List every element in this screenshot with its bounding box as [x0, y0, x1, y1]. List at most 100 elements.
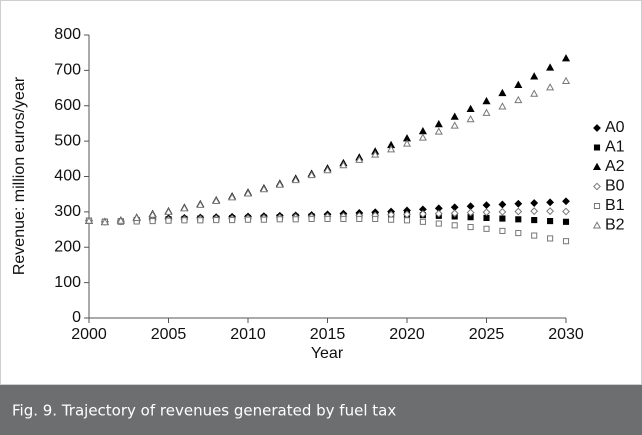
marker [308, 215, 315, 223]
marker [467, 224, 474, 231]
legend-marker [593, 144, 601, 151]
marker [482, 108, 491, 116]
legend-marker [592, 221, 602, 229]
marker [387, 145, 396, 153]
y-tick-label: 400 [54, 168, 81, 185]
marker [419, 218, 426, 225]
marker [434, 119, 443, 128]
marker [514, 207, 523, 216]
x-tick-label: 2005 [151, 326, 187, 343]
marker [229, 216, 236, 224]
marker [388, 216, 395, 223]
legend-label: A1 [605, 139, 625, 156]
marker [434, 127, 443, 135]
marker [498, 207, 507, 216]
marker [276, 216, 283, 223]
marker [546, 198, 555, 207]
chart-frame [0, 0, 642, 385]
marker [435, 220, 442, 227]
legend-label: B2 [605, 217, 625, 234]
x-tick-label: 2020 [389, 326, 425, 343]
marker [243, 189, 253, 197]
marker [515, 230, 522, 237]
marker [561, 54, 571, 62]
marker [434, 209, 443, 218]
marker [307, 170, 316, 179]
marker [418, 210, 427, 218]
marker [132, 213, 141, 221]
y-tick-label: 700 [54, 62, 81, 79]
marker [515, 216, 522, 223]
marker [84, 216, 94, 224]
marker [116, 216, 125, 224]
marker [196, 200, 205, 208]
caption: Fig. 9. Trajectory of revenues generated… [12, 402, 396, 420]
marker [498, 102, 507, 110]
marker [483, 214, 490, 221]
x-tick-label: 2030 [548, 326, 584, 343]
marker [418, 133, 427, 141]
marker [482, 208, 491, 217]
legend-marker [593, 202, 601, 210]
marker [259, 185, 268, 193]
legend-label: B0 [605, 178, 625, 195]
marker [340, 215, 347, 223]
marker [546, 83, 555, 91]
legend-label: B1 [605, 197, 625, 214]
x-tick-label: 2000 [71, 326, 107, 343]
marker [228, 193, 237, 201]
marker [562, 207, 570, 216]
marker [212, 196, 221, 204]
marker [547, 235, 554, 242]
marker [100, 217, 109, 226]
marker [371, 150, 380, 158]
marker [244, 216, 252, 223]
y-tick-label: 300 [54, 203, 81, 220]
marker [466, 208, 475, 217]
marker [356, 215, 363, 223]
x-tick-label: 2010 [230, 326, 266, 343]
marker [562, 218, 570, 225]
marker [260, 216, 267, 223]
y-tick-label: 100 [54, 274, 81, 291]
marker [482, 96, 491, 105]
marker [450, 112, 459, 120]
legend-marker [593, 124, 601, 132]
marker [165, 217, 172, 224]
marker [466, 114, 475, 123]
marker [530, 199, 539, 207]
x-axis-label: Year [311, 345, 344, 362]
marker [546, 207, 555, 216]
marker [514, 80, 523, 88]
marker [562, 238, 570, 245]
marker [372, 215, 379, 223]
marker [562, 197, 570, 206]
marker [324, 215, 331, 223]
marker [450, 209, 459, 218]
marker [291, 175, 300, 184]
y-tick-label: 500 [54, 132, 81, 149]
marker [451, 222, 458, 229]
legend-marker [592, 162, 602, 171]
marker [531, 232, 538, 239]
marker [514, 95, 523, 104]
marker [292, 216, 299, 223]
marker [180, 204, 189, 212]
marker [402, 139, 412, 147]
legend-label: A0 [605, 119, 625, 136]
marker [197, 217, 204, 224]
marker [530, 89, 539, 97]
y-tick-label: 200 [54, 238, 81, 255]
marker [213, 216, 220, 224]
marker [181, 217, 188, 224]
marker [148, 210, 157, 218]
marker [498, 200, 507, 209]
y-tick-label: 0 [72, 309, 81, 326]
legend-marker [593, 182, 601, 191]
marker [499, 227, 506, 235]
marker [466, 104, 475, 112]
marker [547, 218, 554, 225]
marker [483, 225, 490, 232]
marker [530, 72, 539, 80]
